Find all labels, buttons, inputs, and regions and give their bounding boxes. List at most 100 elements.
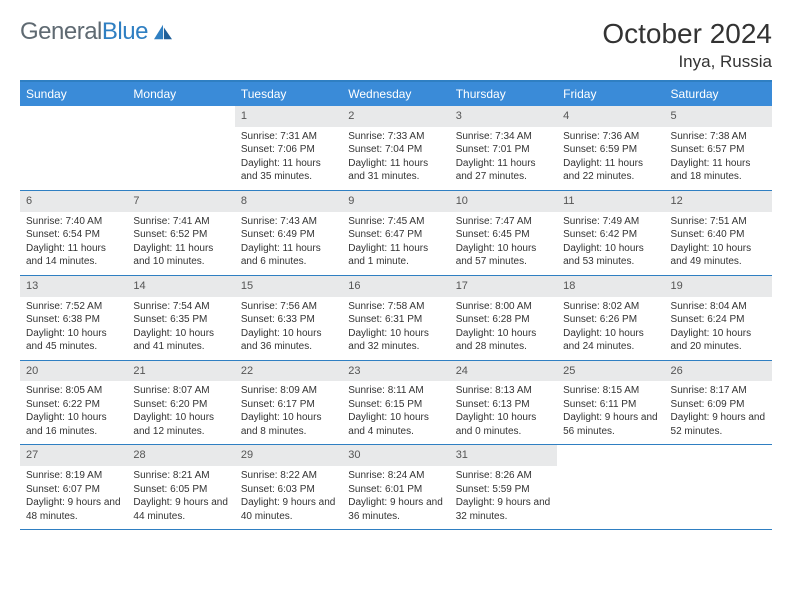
sunset: Sunset: 6:54 PM xyxy=(26,228,121,242)
day-number: 10 xyxy=(450,191,557,212)
location: Inya, Russia xyxy=(602,52,772,72)
daylight: Daylight: 10 hours and 24 minutes. xyxy=(563,327,658,354)
day-number: 22 xyxy=(235,361,342,382)
sunrise: Sunrise: 8:22 AM xyxy=(241,469,336,483)
day-number: 2 xyxy=(342,106,449,127)
title-block: October 2024 Inya, Russia xyxy=(602,18,772,72)
day-cell-26: 26Sunrise: 8:17 AMSunset: 6:09 PMDayligh… xyxy=(665,361,772,445)
dow-friday: Friday xyxy=(557,82,664,106)
day-details: Sunrise: 8:09 AMSunset: 6:17 PMDaylight:… xyxy=(235,381,342,444)
sunrise: Sunrise: 7:40 AM xyxy=(26,215,121,229)
day-details: Sunrise: 8:04 AMSunset: 6:24 PMDaylight:… xyxy=(665,297,772,360)
day-number: 8 xyxy=(235,191,342,212)
day-details: Sunrise: 8:11 AMSunset: 6:15 PMDaylight:… xyxy=(342,381,449,444)
day-number: 20 xyxy=(20,361,127,382)
logo-text-general: General xyxy=(20,18,102,46)
daylight: Daylight: 11 hours and 1 minute. xyxy=(348,242,443,269)
day-cell-9: 9Sunrise: 7:45 AMSunset: 6:47 PMDaylight… xyxy=(342,191,449,275)
daylight: Daylight: 9 hours and 36 minutes. xyxy=(348,496,443,523)
day-details: Sunrise: 8:26 AMSunset: 5:59 PMDaylight:… xyxy=(450,466,557,529)
day-cell-29: 29Sunrise: 8:22 AMSunset: 6:03 PMDayligh… xyxy=(235,445,342,529)
week-row: 6Sunrise: 7:40 AMSunset: 6:54 PMDaylight… xyxy=(20,191,772,276)
day-number: 17 xyxy=(450,276,557,297)
day-cell-19: 19Sunrise: 8:04 AMSunset: 6:24 PMDayligh… xyxy=(665,276,772,360)
daylight: Daylight: 11 hours and 35 minutes. xyxy=(241,157,336,184)
sunset: Sunset: 6:26 PM xyxy=(563,313,658,327)
day-cell-6: 6Sunrise: 7:40 AMSunset: 6:54 PMDaylight… xyxy=(20,191,127,275)
calendar: SundayMondayTuesdayWednesdayThursdayFrid… xyxy=(20,80,772,530)
sunrise: Sunrise: 7:51 AM xyxy=(671,215,766,229)
sunset: Sunset: 6:07 PM xyxy=(26,483,121,497)
day-cell-24: 24Sunrise: 8:13 AMSunset: 6:13 PMDayligh… xyxy=(450,361,557,445)
day-number: 29 xyxy=(235,445,342,466)
sunset: Sunset: 6:11 PM xyxy=(563,398,658,412)
day-details: Sunrise: 8:07 AMSunset: 6:20 PMDaylight:… xyxy=(127,381,234,444)
day-details: Sunrise: 7:47 AMSunset: 6:45 PMDaylight:… xyxy=(450,212,557,275)
day-details: Sunrise: 8:15 AMSunset: 6:11 PMDaylight:… xyxy=(557,381,664,444)
sunset: Sunset: 6:57 PM xyxy=(671,143,766,157)
day-details: Sunrise: 7:33 AMSunset: 7:04 PMDaylight:… xyxy=(342,127,449,190)
day-number: 6 xyxy=(20,191,127,212)
day-details: Sunrise: 7:54 AMSunset: 6:35 PMDaylight:… xyxy=(127,297,234,360)
sunrise: Sunrise: 7:52 AM xyxy=(26,300,121,314)
day-number: 15 xyxy=(235,276,342,297)
sunrise: Sunrise: 8:00 AM xyxy=(456,300,551,314)
dow-tuesday: Tuesday xyxy=(235,82,342,106)
sunset: Sunset: 6:45 PM xyxy=(456,228,551,242)
sunrise: Sunrise: 7:56 AM xyxy=(241,300,336,314)
daylight: Daylight: 11 hours and 10 minutes. xyxy=(133,242,228,269)
day-cell-10: 10Sunrise: 7:47 AMSunset: 6:45 PMDayligh… xyxy=(450,191,557,275)
sunset: Sunset: 6:49 PM xyxy=(241,228,336,242)
week-row: 27Sunrise: 8:19 AMSunset: 6:07 PMDayligh… xyxy=(20,445,772,530)
sunset: Sunset: 5:59 PM xyxy=(456,483,551,497)
daylight: Daylight: 9 hours and 56 minutes. xyxy=(563,411,658,438)
day-details: Sunrise: 7:51 AMSunset: 6:40 PMDaylight:… xyxy=(665,212,772,275)
day-details: Sunrise: 7:40 AMSunset: 6:54 PMDaylight:… xyxy=(20,212,127,275)
day-details: Sunrise: 7:52 AMSunset: 6:38 PMDaylight:… xyxy=(20,297,127,360)
month-title: October 2024 xyxy=(602,18,772,50)
sunrise: Sunrise: 7:34 AM xyxy=(456,130,551,144)
day-details: Sunrise: 8:05 AMSunset: 6:22 PMDaylight:… xyxy=(20,381,127,444)
day-cell-30: 30Sunrise: 8:24 AMSunset: 6:01 PMDayligh… xyxy=(342,445,449,529)
day-cell-empty xyxy=(20,106,127,190)
day-number: 1 xyxy=(235,106,342,127)
sunset: Sunset: 6:22 PM xyxy=(26,398,121,412)
sunset: Sunset: 6:24 PM xyxy=(671,313,766,327)
sunset: Sunset: 6:52 PM xyxy=(133,228,228,242)
day-cell-21: 21Sunrise: 8:07 AMSunset: 6:20 PMDayligh… xyxy=(127,361,234,445)
day-cell-8: 8Sunrise: 7:43 AMSunset: 6:49 PMDaylight… xyxy=(235,191,342,275)
sunset: Sunset: 6:15 PM xyxy=(348,398,443,412)
week-row: 1Sunrise: 7:31 AMSunset: 7:06 PMDaylight… xyxy=(20,106,772,191)
daylight: Daylight: 9 hours and 40 minutes. xyxy=(241,496,336,523)
daylight: Daylight: 9 hours and 52 minutes. xyxy=(671,411,766,438)
day-number: 14 xyxy=(127,276,234,297)
day-number: 31 xyxy=(450,445,557,466)
day-cell-1: 1Sunrise: 7:31 AMSunset: 7:06 PMDaylight… xyxy=(235,106,342,190)
sunset: Sunset: 6:38 PM xyxy=(26,313,121,327)
sunrise: Sunrise: 8:09 AM xyxy=(241,384,336,398)
sunset: Sunset: 6:13 PM xyxy=(456,398,551,412)
sunrise: Sunrise: 8:15 AM xyxy=(563,384,658,398)
sunset: Sunset: 6:31 PM xyxy=(348,313,443,327)
sunset: Sunset: 6:20 PM xyxy=(133,398,228,412)
day-details: Sunrise: 8:24 AMSunset: 6:01 PMDaylight:… xyxy=(342,466,449,529)
day-number: 25 xyxy=(557,361,664,382)
day-cell-31: 31Sunrise: 8:26 AMSunset: 5:59 PMDayligh… xyxy=(450,445,557,529)
day-cell-13: 13Sunrise: 7:52 AMSunset: 6:38 PMDayligh… xyxy=(20,276,127,360)
daylight: Daylight: 10 hours and 32 minutes. xyxy=(348,327,443,354)
sunset: Sunset: 6:09 PM xyxy=(671,398,766,412)
day-details: Sunrise: 7:45 AMSunset: 6:47 PMDaylight:… xyxy=(342,212,449,275)
sunset: Sunset: 6:17 PM xyxy=(241,398,336,412)
dow-monday: Monday xyxy=(127,82,234,106)
sunrise: Sunrise: 7:43 AM xyxy=(241,215,336,229)
day-cell-20: 20Sunrise: 8:05 AMSunset: 6:22 PMDayligh… xyxy=(20,361,127,445)
sunset: Sunset: 7:01 PM xyxy=(456,143,551,157)
dow-wednesday: Wednesday xyxy=(342,82,449,106)
day-details: Sunrise: 7:58 AMSunset: 6:31 PMDaylight:… xyxy=(342,297,449,360)
sunset: Sunset: 7:04 PM xyxy=(348,143,443,157)
day-details: Sunrise: 8:17 AMSunset: 6:09 PMDaylight:… xyxy=(665,381,772,444)
day-details: Sunrise: 8:13 AMSunset: 6:13 PMDaylight:… xyxy=(450,381,557,444)
day-number: 13 xyxy=(20,276,127,297)
daylight: Daylight: 11 hours and 18 minutes. xyxy=(671,157,766,184)
sunrise: Sunrise: 7:45 AM xyxy=(348,215,443,229)
